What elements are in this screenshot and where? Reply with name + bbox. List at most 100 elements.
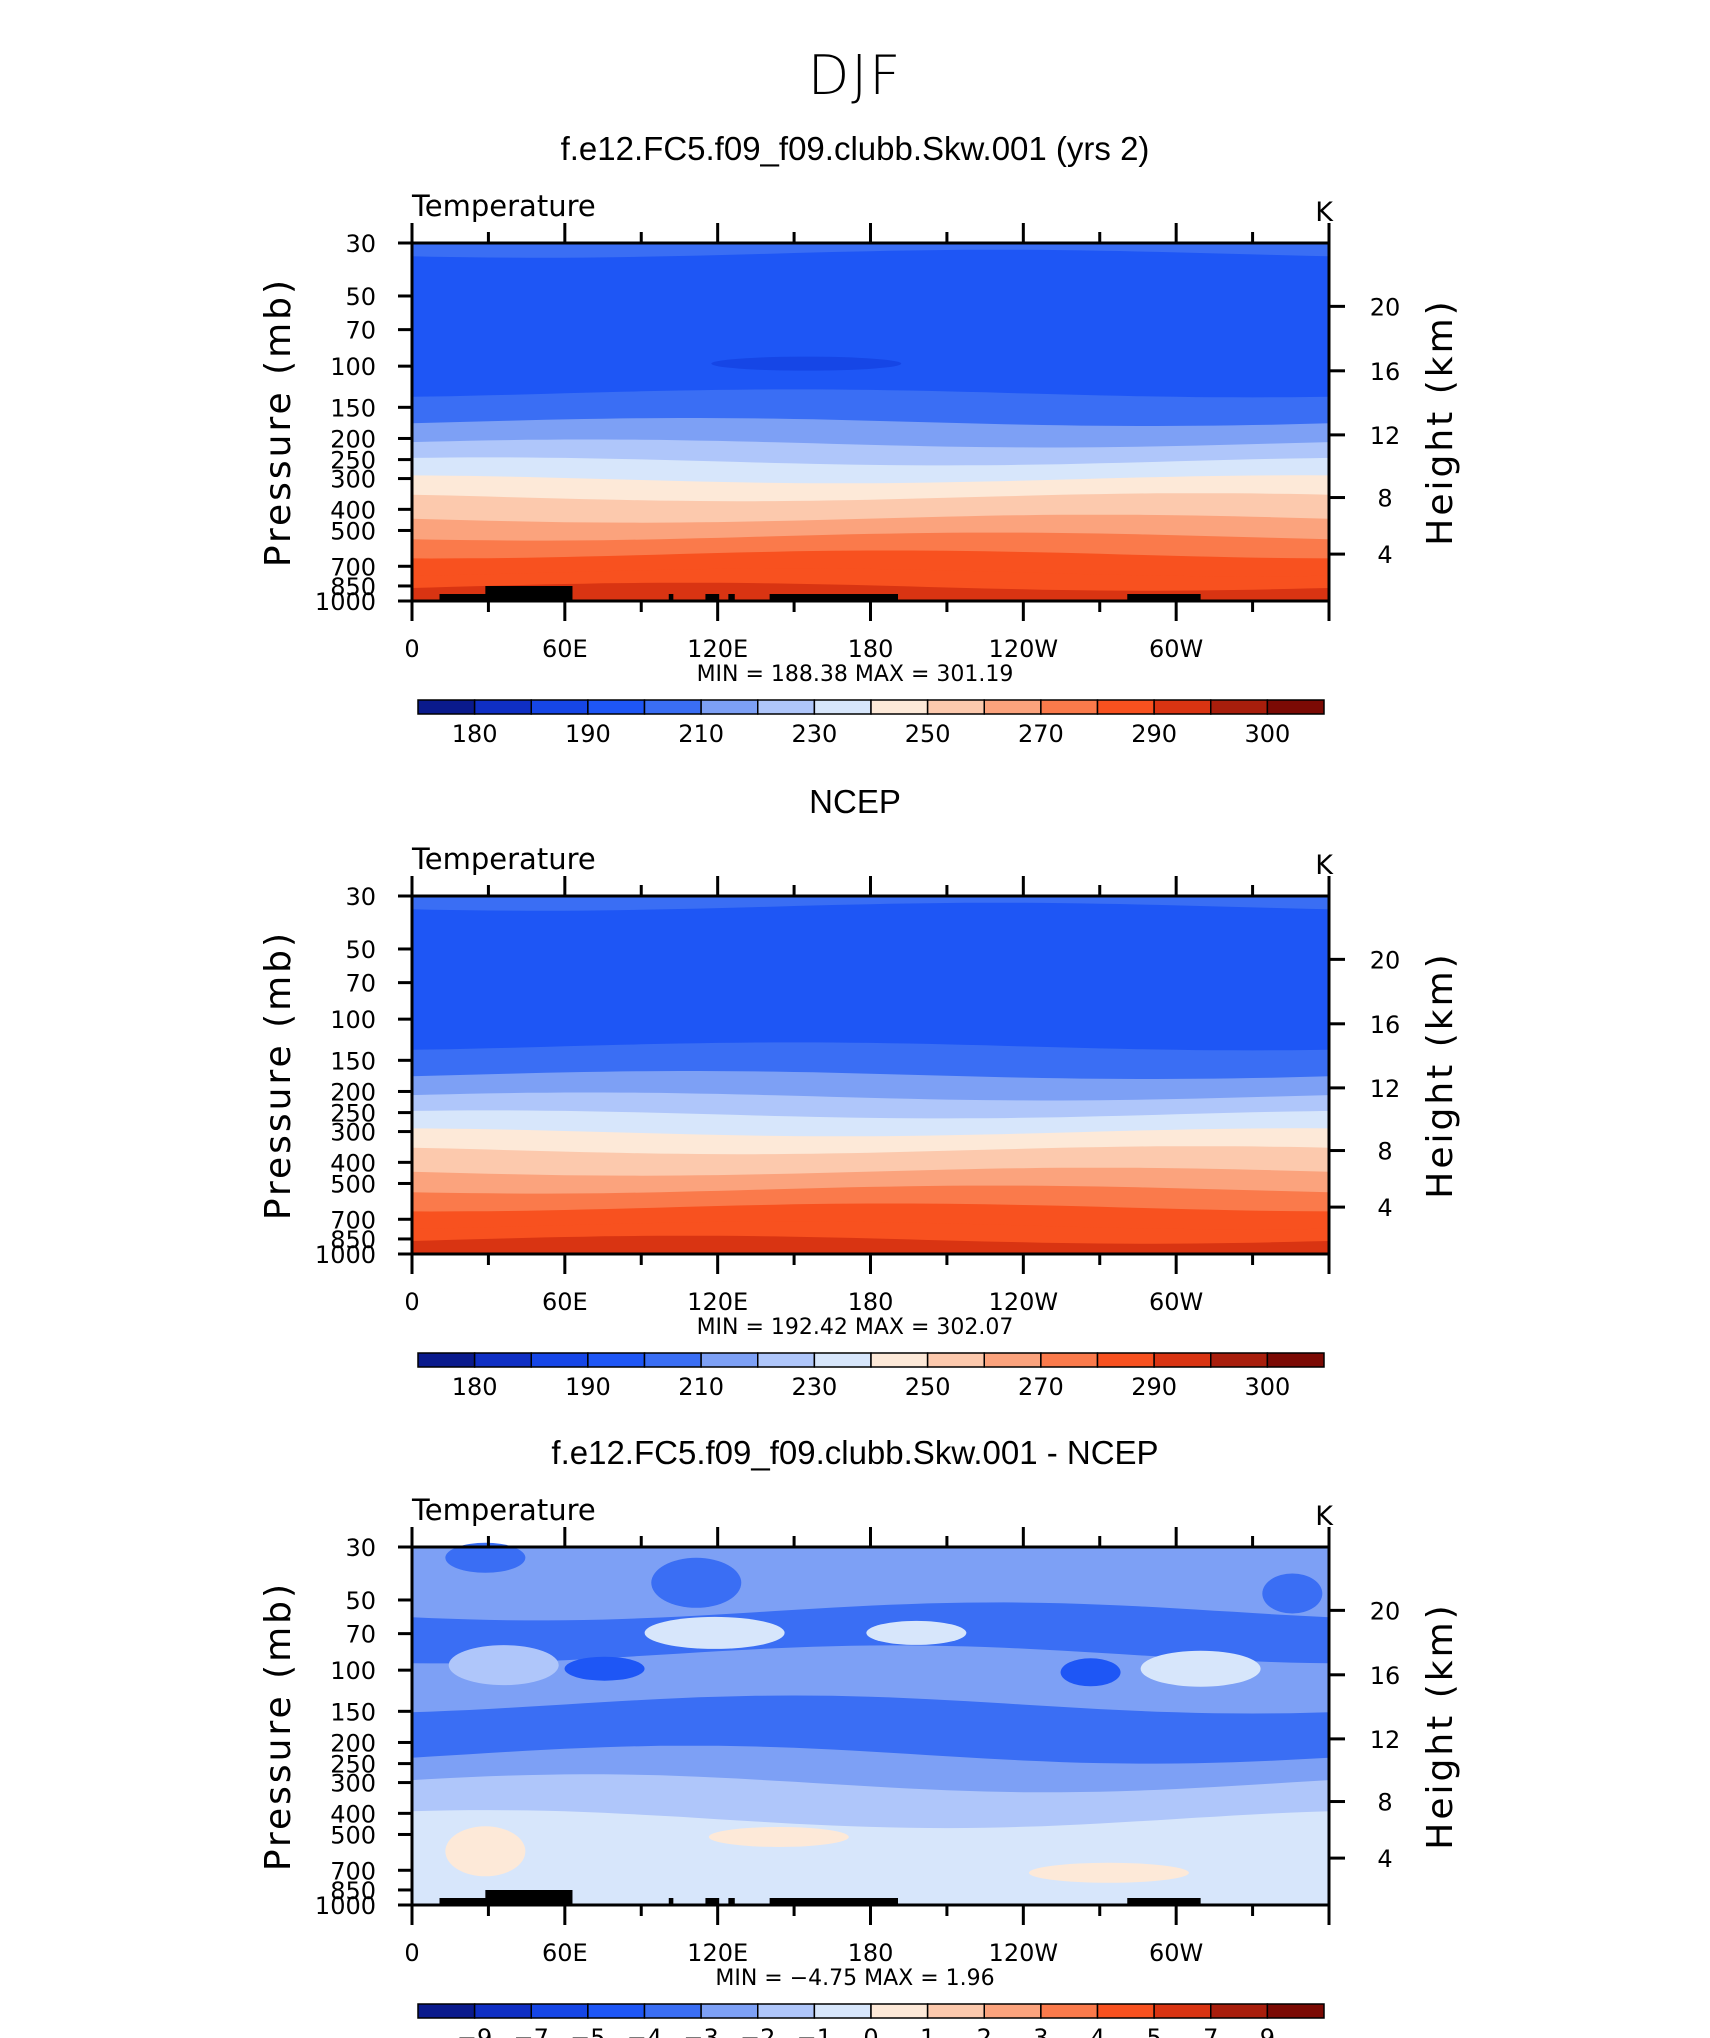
x-tick-label: 0: [404, 1939, 419, 1967]
x-tick-label: 120W: [989, 1939, 1059, 1967]
x-tick-label: 60W: [1149, 635, 1203, 663]
colorbar-swatch: [417, 2003, 476, 2019]
terrain-block: [769, 1898, 899, 1905]
colorbar-label: 250: [905, 1373, 951, 1401]
colorbar-label: −3: [683, 2024, 718, 2038]
terrain-block: [1127, 1898, 1201, 1905]
colorbar-label: 0: [863, 2024, 878, 2038]
colorbar-label: 4: [1090, 2024, 1105, 2038]
colorbar-swatch: [417, 699, 476, 715]
colorbar-swatch: [926, 2003, 985, 2019]
pressure-tick-label: 50: [345, 1587, 376, 1615]
colorbar-label: 290: [1131, 1373, 1177, 1401]
height-tick-label: 12: [1370, 1075, 1401, 1103]
pressure-tick-label: 70: [345, 970, 376, 998]
colorbar-swatch: [473, 699, 532, 715]
pressure-tick-label: 200: [330, 1729, 376, 1757]
pressure-tick-label: 200: [330, 425, 376, 453]
colorbar-swatch: [587, 699, 646, 715]
colorbar-label: −7: [514, 2024, 549, 2038]
colorbar-label: 190: [565, 720, 611, 748]
colorbar-swatch: [1266, 1352, 1325, 1368]
colorbar-label: 9: [1260, 2024, 1275, 2038]
pressure-tick-label: 70: [345, 317, 376, 345]
pressure-tick-label: 50: [345, 283, 376, 311]
x-tick-label: 60E: [542, 1288, 588, 1316]
colorbar-swatch: [1040, 2003, 1099, 2019]
contour-patch: [711, 356, 902, 371]
x-tick-label: 120E: [687, 1939, 748, 1967]
pressure-tick-label: 300: [330, 1119, 376, 1147]
colorbar: 180 190 210 230 250 270 290 300: [417, 1352, 1325, 1401]
colorbar-label: 300: [1244, 720, 1290, 748]
colorbar-swatch: [1096, 1352, 1155, 1368]
pressure-tick-label: 700: [330, 1206, 376, 1234]
pressure-tick-label: 400: [330, 1149, 376, 1177]
pressure-tick-label: 30: [345, 1534, 376, 1562]
colorbar-swatch: [1210, 699, 1269, 715]
height-tick-label: 16: [1370, 1011, 1401, 1039]
contour-patch: [445, 1542, 526, 1573]
pressure-tick-label: 100: [330, 353, 376, 381]
colorbar-label: 1: [920, 2024, 935, 2038]
colorbar-swatch: [870, 2003, 929, 2019]
panel-3: f.e12.FC5.f09_f09.clubb.Skw.001 - NCEP Te…: [258, 1434, 1461, 2038]
contour-patch: [1060, 1658, 1121, 1687]
panel-title: f.e12.FC5.f09_f09.clubb.Skw.001 - NCEP: [551, 1434, 1158, 1471]
colorbar-swatch: [587, 1352, 646, 1368]
pressure-tick-label: 300: [330, 1770, 376, 1798]
colorbar-swatch: [1040, 699, 1099, 715]
terrain-block: [705, 594, 720, 601]
contour-field: [412, 243, 1329, 601]
colorbar-swatch: [1096, 699, 1155, 715]
x-tick-label: 120E: [687, 1288, 748, 1316]
x-tick-label: 60W: [1149, 1288, 1203, 1316]
contour-field: [412, 896, 1329, 1254]
contour-patch: [1140, 1650, 1261, 1687]
terrain-block: [705, 1898, 720, 1905]
x-tick-label: 180: [848, 1939, 894, 1967]
height-tick-label: 20: [1370, 1597, 1401, 1625]
colorbar-swatch: [530, 699, 589, 715]
pressure-tick-label: 100: [330, 1657, 376, 1685]
colorbar-swatch: [870, 1352, 929, 1368]
variable-label: Temperature: [411, 189, 596, 223]
colorbar-label: 3: [1033, 2024, 1048, 2038]
colorbar-label: 2: [977, 2024, 992, 2038]
terrain-block: [485, 586, 573, 601]
colorbar-swatch: [983, 699, 1042, 715]
pressure-tick-label: 400: [330, 1800, 376, 1828]
x-tick-label: 120W: [989, 1288, 1059, 1316]
colorbar-swatch: [1153, 699, 1212, 715]
colorbar-swatch: [1210, 1352, 1269, 1368]
height-tick-label: 8: [1377, 1789, 1392, 1817]
units-label: K: [1315, 850, 1334, 881]
variable-label: Temperature: [411, 1493, 596, 1527]
colorbar-label: 300: [1244, 1373, 1290, 1401]
colorbar-swatch: [813, 699, 872, 715]
contour-patch: [564, 1656, 645, 1681]
terrain-block: [769, 594, 899, 601]
colorbar-swatch: [643, 699, 702, 715]
colorbar-swatch: [1266, 699, 1325, 715]
x-tick-label: 0: [404, 635, 419, 663]
contour-band: [412, 1235, 1329, 1254]
colorbar-swatch: [926, 699, 985, 715]
colorbar: −9 −7 −5 −4 −3 −2 −1 0 1 2 3 4 5 7 9: [417, 2003, 1325, 2038]
terrain-mask: [439, 1890, 1201, 1905]
colorbar-swatch: [587, 2003, 646, 2019]
x-tick-label: 120W: [989, 635, 1059, 663]
pressure-tick-label: 700: [330, 553, 376, 581]
pressure-tick-label: 100: [330, 1006, 376, 1034]
colorbar: 180 190 210 230 250 270 290 300: [417, 699, 1325, 748]
panel-title: NCEP: [809, 783, 901, 820]
colorbar-swatch: [700, 2003, 759, 2019]
pressure-tick-label: 500: [330, 517, 376, 545]
colorbar-label: 290: [1131, 720, 1177, 748]
x-tick-label: 60E: [542, 1939, 588, 1967]
terrain-block: [1127, 594, 1201, 601]
terrain-block: [728, 594, 735, 601]
colorbar-swatch: [757, 699, 816, 715]
height-tick-label: 8: [1377, 1138, 1392, 1166]
